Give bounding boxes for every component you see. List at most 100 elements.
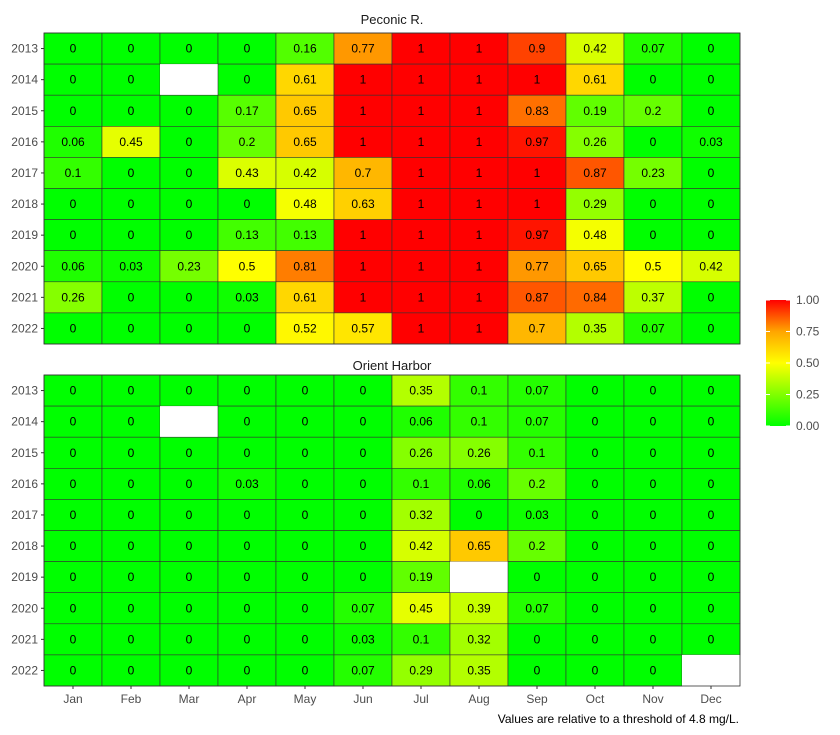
- heatmap-cell: [565, 312, 625, 345]
- heatmap-cell: [159, 436, 219, 469]
- heatmap-cell: [391, 157, 451, 189]
- heatmap-cell-missing: [160, 64, 218, 96]
- year-label: 2015: [11, 104, 38, 118]
- cell-value-label: 0.42: [583, 42, 607, 56]
- heatmap-cell: [507, 467, 567, 500]
- cell-value-label: 0.1: [471, 384, 488, 398]
- cell-value-label: 0: [244, 508, 251, 522]
- cell-value-label: 0.07: [525, 384, 549, 398]
- threshold-caption: Values are relative to a threshold of 4.…: [498, 712, 739, 726]
- cell-value-label: 0: [70, 446, 77, 460]
- cell-value-label: 0.1: [471, 415, 488, 429]
- cell-value-label: 0: [302, 384, 309, 398]
- cell-value-label: 0: [360, 539, 367, 553]
- cell-value-label: 0: [650, 73, 657, 87]
- heatmap-cell: [507, 405, 567, 438]
- cell-value-label: 0.26: [61, 290, 85, 304]
- cell-value-label: 1: [534, 73, 541, 87]
- cell-value-label: 1: [476, 197, 483, 211]
- cell-value-label: 0: [186, 384, 193, 398]
- cell-value-label: 1: [476, 42, 483, 56]
- heatmap-cell: [159, 281, 219, 314]
- cell-value-label: 0: [186, 477, 193, 491]
- cell-value-label: 0: [186, 632, 193, 646]
- cell-value-label: 0.32: [467, 632, 491, 646]
- cell-value-label: 0: [128, 104, 135, 118]
- cell-value-label: 0: [302, 632, 309, 646]
- heatmap-cell: [391, 219, 451, 252]
- heatmap-cell: [101, 250, 161, 283]
- heatmap-cell: [507, 32, 567, 65]
- heatmap-cell: [275, 530, 335, 562]
- cell-value-label: 0.83: [525, 104, 549, 118]
- heatmap-cell: [681, 63, 741, 96]
- heatmap-cell: [507, 592, 567, 625]
- cell-value-label: 0.2: [529, 477, 546, 491]
- cell-value-label: 0: [128, 663, 135, 677]
- cell-value-label: 0: [70, 228, 77, 242]
- cell-value-label: 0: [592, 539, 599, 553]
- heatmap-cell: [565, 623, 625, 656]
- cell-value-label: 0: [650, 570, 657, 584]
- heatmap-cell: [333, 94, 393, 127]
- heatmap-cell: [217, 281, 277, 314]
- cell-value-label: 1: [476, 135, 483, 149]
- heatmap-cell: [43, 530, 103, 562]
- cell-value-label: 0: [70, 477, 77, 491]
- cell-value-label: 0.7: [529, 321, 546, 335]
- heatmap-cell: [391, 499, 451, 531]
- heatmap-cell: [43, 436, 103, 469]
- heatmap-cell: [507, 530, 567, 562]
- cell-value-label: 0: [708, 446, 715, 460]
- heatmap-cell: [391, 94, 451, 127]
- cell-value-label: 0.97: [525, 135, 549, 149]
- cell-value-label: 0: [186, 135, 193, 149]
- cell-value-label: 0.65: [293, 104, 317, 118]
- cell-value-label: 0: [708, 321, 715, 335]
- cell-value-label: 0: [592, 570, 599, 584]
- cell-value-label: 0: [708, 197, 715, 211]
- cell-value-label: 0: [244, 42, 251, 56]
- legend-tick-label: 0.00: [796, 419, 820, 433]
- heatmap-cell: [275, 157, 335, 189]
- heatmap-cell: [101, 188, 161, 220]
- heatmap-cell: [275, 63, 335, 96]
- cell-value-label: 0: [592, 415, 599, 429]
- heatmap-cell: [391, 467, 451, 500]
- heatmap-cell: [391, 250, 451, 283]
- cell-value-label: 1: [418, 259, 425, 273]
- cell-value-label: 0.9: [529, 42, 546, 56]
- month-label: Mar: [179, 692, 200, 706]
- heatmap-cell: [159, 188, 219, 220]
- year-label: 2017: [11, 508, 38, 522]
- heatmap-cell: [449, 436, 509, 469]
- year-label: 2022: [11, 663, 38, 677]
- cell-value-label: 0.2: [529, 539, 546, 553]
- year-label: 2020: [11, 259, 38, 273]
- cell-value-label: 0: [708, 601, 715, 615]
- heatmap-cell: [275, 312, 335, 345]
- cell-value-label: 0.17: [235, 104, 259, 118]
- cell-value-label: 0.07: [351, 601, 375, 615]
- cell-value-label: 0: [128, 384, 135, 398]
- heatmap-cell: [333, 623, 393, 656]
- cell-value-label: 0: [708, 508, 715, 522]
- cell-value-label: 0: [708, 539, 715, 553]
- heatmap-cell: [101, 281, 161, 314]
- cell-value-label: 0: [186, 166, 193, 180]
- heatmap-cell: [333, 312, 393, 345]
- cell-value-label: 0.1: [413, 477, 430, 491]
- cell-value-label: 1: [476, 104, 483, 118]
- panel-border: [43, 32, 741, 345]
- cell-value-label: 0: [360, 570, 367, 584]
- heatmap-cell: [681, 561, 741, 593]
- heatmap-cell: [333, 63, 393, 96]
- heatmap-cell: [275, 126, 335, 158]
- cell-value-label: 0: [592, 384, 599, 398]
- heatmap-cell: [275, 499, 335, 531]
- cell-value-label: 0.29: [583, 197, 607, 211]
- heatmap-cell: [217, 499, 277, 531]
- cell-value-label: 0.2: [239, 135, 256, 149]
- heatmap-cell: [101, 312, 161, 345]
- cell-value-label: 0: [186, 42, 193, 56]
